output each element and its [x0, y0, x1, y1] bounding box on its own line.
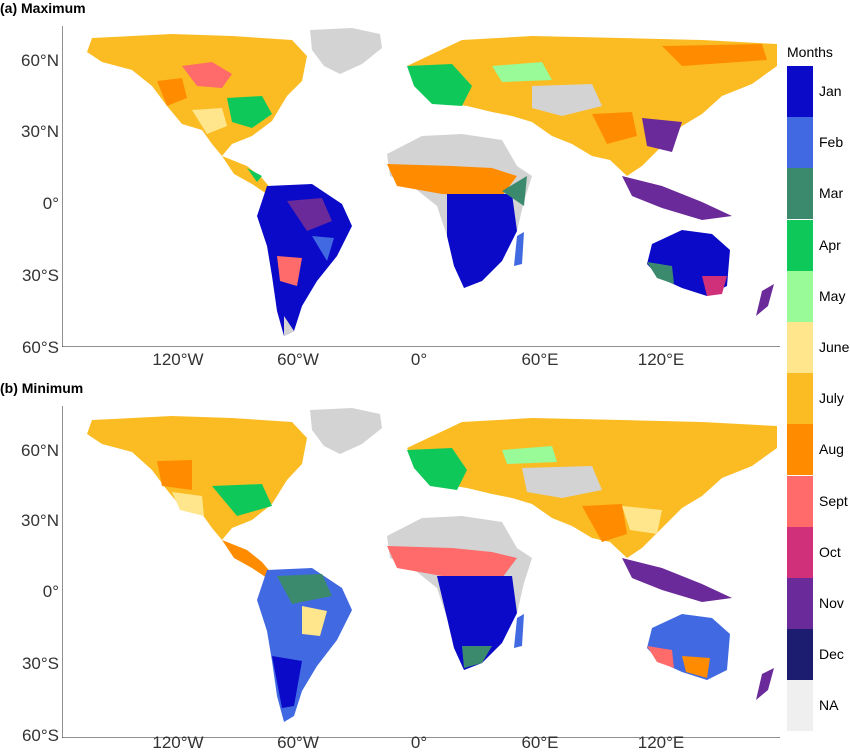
legend-label-jan: Jan — [819, 83, 842, 99]
legend-swatch-mar — [787, 168, 813, 220]
greenland — [310, 28, 382, 74]
xtick-a-60e: 60°E — [521, 350, 559, 369]
ytick-b-0: 0° — [42, 582, 59, 601]
xtick-b-60w: 60°W — [277, 733, 319, 752]
legend-swatch-apr — [787, 219, 813, 271]
legend-label-sept: Sept — [819, 492, 848, 509]
xtick-b-120e: 120°E — [637, 733, 685, 752]
xtick-a-120e: 120°E — [637, 350, 685, 369]
panel-a-title: (a) Maximum — [0, 0, 86, 16]
legend-label-june: June — [819, 339, 850, 355]
madagascar — [514, 614, 524, 648]
xtick-a-0: 0° — [410, 350, 428, 369]
north-america — [87, 416, 307, 540]
legend-swatch-may — [787, 270, 813, 322]
ytick-b-60n: 60°N — [21, 441, 59, 460]
legend-label-dec: Dec — [819, 646, 844, 663]
xtick-a-60w: 60°W — [277, 350, 319, 369]
europe-asia — [407, 418, 777, 558]
australia — [647, 230, 730, 296]
world-map-maximum — [62, 26, 780, 347]
legend-label-aug: Aug — [819, 441, 844, 458]
central-america — [222, 540, 272, 578]
madagascar — [514, 232, 524, 266]
legend-label-feb: Feb — [819, 134, 844, 151]
world-map-minimum — [62, 406, 780, 738]
ytick-b-60s: 60°S — [21, 726, 59, 745]
legend-swatch-nov — [787, 578, 813, 629]
europe-asia — [407, 36, 777, 176]
central-america — [222, 156, 272, 194]
south-america — [257, 184, 352, 336]
africa — [387, 134, 532, 288]
ytick-a-0: 0° — [42, 194, 59, 213]
south-america — [257, 568, 352, 722]
legend-label-mar: Mar — [819, 185, 844, 202]
north-america — [87, 34, 307, 156]
legend-label-july: July — [819, 390, 844, 407]
legend-label-apr: Apr — [819, 236, 841, 253]
legend-label-nov: Nov — [819, 595, 844, 611]
ytick-a-30s: 30°S — [21, 266, 59, 285]
legend-label-may: May — [819, 287, 846, 304]
legend-swatch-oct — [787, 526, 813, 578]
ytick-b-30s: 30°S — [21, 654, 59, 673]
greenland — [310, 408, 382, 454]
legend-swatch-feb — [787, 117, 813, 169]
legend-swatch-july — [787, 373, 813, 425]
legend-swatch-aug — [787, 424, 813, 476]
legend-title: Months — [787, 44, 833, 60]
xtick-b-0: 0° — [410, 733, 428, 752]
legend-label-na: NA — [819, 697, 839, 714]
new-zealand — [756, 284, 774, 316]
legend-swatch-sept — [787, 475, 813, 527]
map-panel-minimum — [62, 406, 780, 738]
panel-b-title: (b) Minimum — [0, 380, 84, 396]
legend-swatch-dec — [787, 629, 813, 681]
xtick-a-120w: 120°W — [152, 350, 204, 369]
legend-label-oct: Oct — [819, 543, 841, 560]
southeast-asia — [622, 176, 732, 220]
legend-swatch-na — [787, 680, 813, 732]
new-zealand — [756, 668, 774, 700]
southeast-asia — [622, 558, 732, 602]
ytick-a-30n: 30°N — [21, 122, 59, 141]
map-panel-maximum — [62, 26, 780, 347]
ytick-a-60n: 60°N — [21, 51, 59, 70]
ytick-a-60s: 60°S — [21, 338, 59, 357]
xtick-b-120w: 120°W — [152, 733, 204, 752]
legend-swatch-jan — [787, 66, 813, 117]
xtick-b-60e: 60°E — [521, 733, 559, 752]
legend-swatch-june — [787, 322, 813, 373]
ytick-b-30n: 30°N — [21, 511, 59, 530]
australia — [647, 614, 730, 680]
africa — [387, 516, 532, 670]
